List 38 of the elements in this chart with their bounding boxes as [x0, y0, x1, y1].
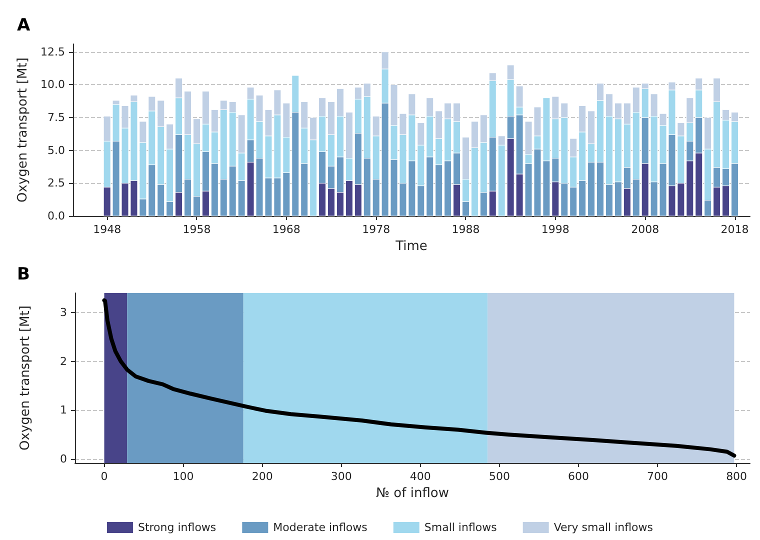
y-tick-label: 0.0: [48, 210, 65, 222]
x-tick-label: 800: [726, 470, 748, 483]
y-tick-label: 12.5: [40, 45, 65, 58]
x-tick-label: 1998: [541, 223, 570, 236]
line-series: [102, 298, 736, 458]
y-tick-label: 3: [60, 306, 67, 320]
legend-label: Very small inflows: [554, 521, 654, 534]
x-axis-title: Time: [394, 239, 428, 254]
x-tick-label: 2018: [720, 223, 749, 236]
x-tick-label: 600: [568, 470, 589, 483]
y-tick-label: 0: [60, 452, 67, 466]
legend-label: Small inflows: [424, 521, 498, 534]
x-tick-label: 1988: [452, 223, 480, 236]
chart-title: B: [17, 264, 30, 284]
x-tick-label: 100: [172, 470, 194, 483]
x-tick-label: 1978: [362, 223, 390, 236]
y-tick-label: 1: [60, 404, 67, 417]
legend-label: Strong inflows: [138, 521, 216, 534]
y-tick-label: 2.5: [48, 176, 65, 190]
x-tick-label: 700: [647, 470, 668, 483]
x-tick-label: 1958: [182, 223, 211, 236]
x-tick-label: 0: [100, 470, 108, 483]
x-tick-label: 300: [330, 470, 352, 483]
y-tick-label: 5.0: [48, 144, 65, 157]
x-tick-label: 200: [252, 470, 273, 483]
chart-title: A: [17, 16, 31, 36]
y-tick-label: 2: [60, 354, 67, 368]
x-tick-label: 2008: [631, 223, 660, 236]
x-tick-label: 400: [410, 470, 431, 483]
x-axis-title: № of inflow: [376, 486, 450, 501]
x-tick-label: 1968: [272, 223, 300, 236]
y-tick-label: 7.5: [48, 111, 65, 124]
y-axis-title: Oxygen transport [Mt]: [18, 306, 33, 450]
x-tick-label: 500: [488, 470, 510, 483]
y-axis-title: Oxygen transport [Mt]: [16, 58, 31, 202]
legend-label: Moderate inflows: [273, 521, 368, 534]
x-tick-label: 1948: [93, 223, 122, 236]
y-tick-label: 10.0: [40, 78, 65, 92]
